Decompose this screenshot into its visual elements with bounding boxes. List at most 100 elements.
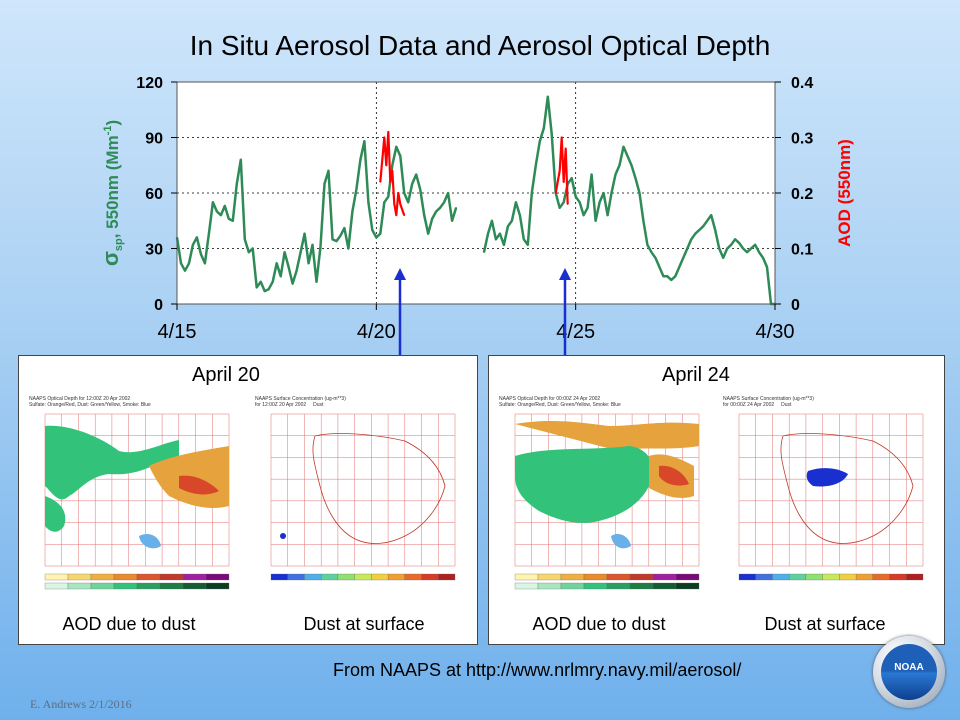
data-point [662,275,665,278]
data-point [594,219,597,222]
data-point [393,203,396,205]
surface-dust-blob [280,533,286,539]
data-point [287,266,290,268]
data-point [702,225,705,228]
map-header: NAAPS Surface Concentration (ug-m**3) fo… [723,396,814,408]
arrow-april-20-line [398,280,402,360]
legend-swatch [136,573,161,581]
data-point [455,207,457,209]
data-point [323,182,326,185]
data-point [375,236,378,239]
data-point [303,232,306,235]
data-point [598,201,601,204]
data-point [495,238,497,241]
data-point [491,219,493,222]
left-axis-label: σsp, 550nm (Mm-1) [98,120,125,266]
data-point [734,238,736,241]
left-tick-label: 0 [154,297,163,314]
data-point [259,281,262,283]
data-point [275,262,278,265]
data-point [411,182,414,185]
map-header: NAAPS Surface Concentration (ug-m**3) fo… [255,396,346,408]
data-point [574,195,577,198]
data-point [626,155,629,157]
caption-aod: AOD due to dust [532,614,666,634]
legend-swatch [113,582,138,590]
legend-swatch [560,573,585,581]
aod-map-graphic [514,413,700,590]
data-point [546,96,549,98]
data-point [487,232,489,235]
data-point [395,145,398,148]
data-point [439,207,441,209]
data-point [395,214,398,216]
map-header: NAAPS Optical Depth for 00:00Z 24 Apr 20… [499,396,621,408]
data-point [642,219,645,222]
data-point [682,256,685,259]
arrow-april-20-head [394,268,406,280]
data-point [387,131,390,133]
data-point [216,210,218,213]
data-point [558,170,561,172]
data-point [339,234,342,237]
data-point [507,225,509,228]
panel-april-20: NAAPS Optical Depth for 12:00Z 20 Apr 20… [18,355,478,645]
data-point [527,244,529,246]
data-point [762,256,764,259]
legend-swatch [537,573,562,581]
caption-surface: Dust at surface [303,614,425,634]
data-point [295,269,298,272]
data-point [403,214,406,216]
data-point [535,164,537,167]
source-text: From NAAPS at http://www.nrlmry.navy.mil… [333,660,742,680]
data-point [236,182,238,185]
data-point [542,127,545,130]
map-header: NAAPS Optical Depth for 12:00Z 20 Apr 20… [29,396,151,408]
data-point [335,240,338,242]
legend-swatch [270,573,288,581]
data-point [610,192,613,194]
panel-april-24: NAAPS Optical Depth for 00:00Z 24 Apr 20… [488,355,945,645]
legend-swatch [205,582,230,590]
data-point [232,219,234,222]
data-point [686,247,689,250]
data-point [180,262,182,265]
right-tick-label: 0.3 [791,131,813,148]
data-point [670,279,673,281]
data-point [200,253,202,255]
x-tick-label: 4/15 [158,321,197,343]
data-point [343,227,346,229]
data-point [718,247,720,250]
data-point [379,232,382,235]
aod-map-april-20: NAAPS Optical Depth for 12:00Z 20 Apr 20… [29,396,239,606]
data-point [407,201,410,204]
legend-swatch [805,573,823,581]
surface-dust-map-april-20: NAAPS Surface Concentration (ug-m**3) fo… [255,396,465,606]
series-line-1 [482,95,775,306]
legend-swatch [67,582,92,590]
legend-swatch [205,573,230,581]
data-point [578,201,581,204]
data-point [519,214,521,216]
legend-swatch [182,582,207,590]
dust-plume [45,425,179,500]
legend-swatch [755,573,773,581]
aod-map-april-24: NAAPS Optical Depth for 00:00Z 24 Apr 20… [499,396,709,606]
data-point [562,181,565,183]
data-point [638,192,641,194]
data-point [263,290,266,292]
smoke-plume [611,534,631,549]
data-point [208,232,210,235]
sulfate-plume [515,420,699,451]
data-point [678,266,681,268]
data-point [658,266,661,268]
smoke-plume [139,534,161,549]
data-point [435,210,437,213]
dust-plume [45,496,66,532]
callout-april-24: April 24 [658,364,734,387]
data-point [359,158,362,161]
data-point [399,155,402,157]
continent-outline [780,433,914,544]
data-point [650,251,653,253]
arrow-april-24-head [559,268,571,280]
